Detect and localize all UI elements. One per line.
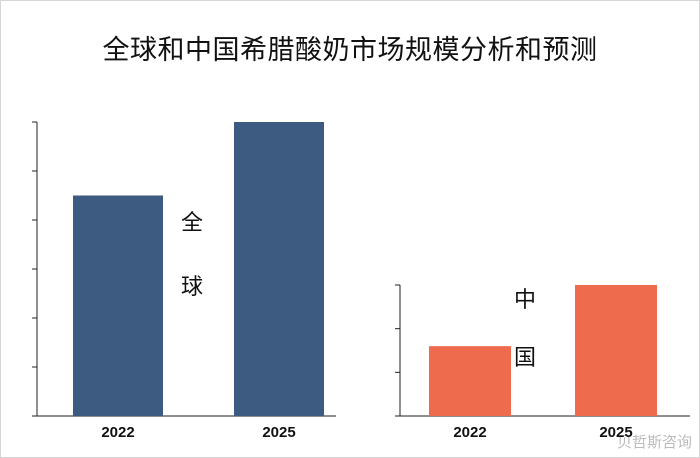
series-label-china: 中国 <box>513 288 536 371</box>
bar-china-2025 <box>575 285 657 416</box>
x-tick-label: 2025 <box>599 424 633 441</box>
bar-china-2022 <box>429 346 511 416</box>
chart-title: 全球和中国希腊酸奶市场规模分析和预测 <box>102 35 598 66</box>
x-tick-label: 2022 <box>101 424 135 441</box>
watermark-text: 贝哲斯咨询 <box>616 433 692 451</box>
bar-global-2022 <box>73 195 163 416</box>
series-label-global: 全球 <box>180 211 203 300</box>
x-tick-label: 2022 <box>453 424 487 441</box>
bar-global-2025 <box>234 122 324 416</box>
x-tick-label: 2025 <box>262 424 296 441</box>
